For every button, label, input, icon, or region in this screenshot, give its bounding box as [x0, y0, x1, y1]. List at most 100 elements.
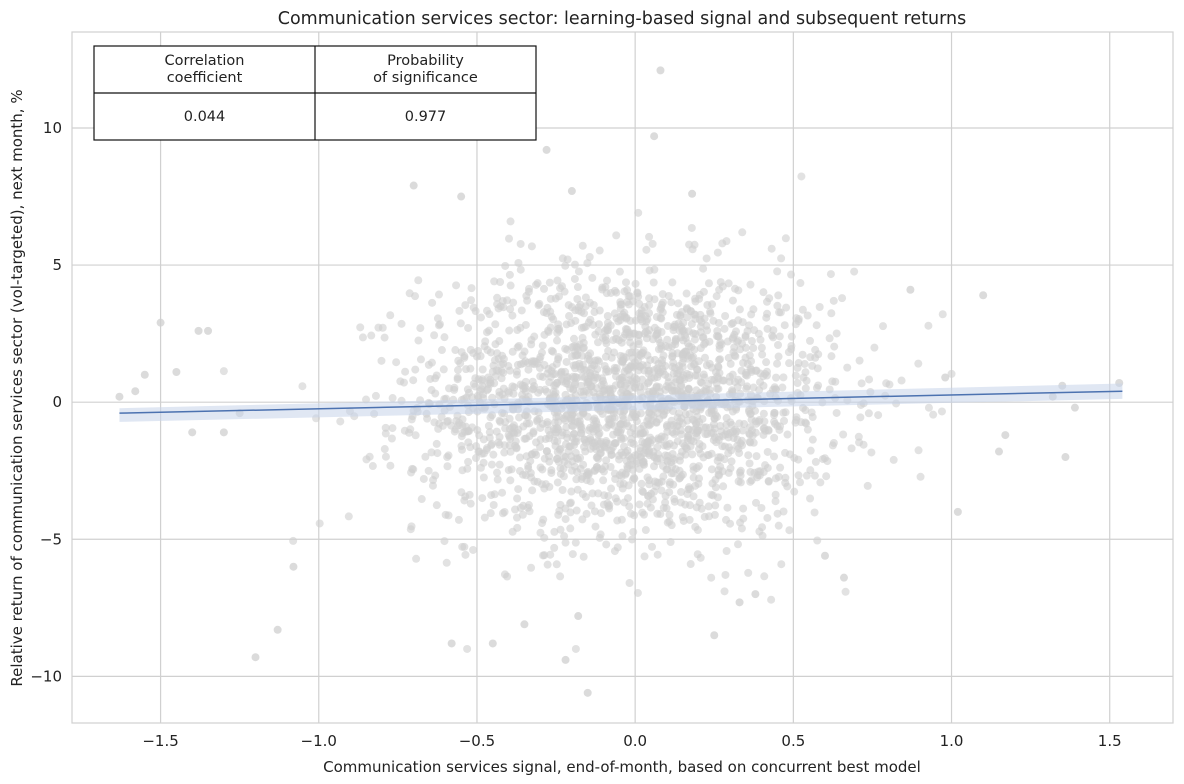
scatter-point — [707, 363, 716, 372]
scatter-point — [752, 498, 761, 507]
scatter-point — [730, 377, 739, 386]
scatter-point — [602, 423, 611, 432]
scatter-point — [727, 386, 736, 395]
scatter-point — [683, 313, 692, 322]
scatter-point — [663, 335, 672, 344]
y-tick-label: 5 — [52, 256, 62, 274]
scatter-point — [865, 375, 874, 384]
scatter-point — [775, 332, 784, 341]
scatter-point — [806, 446, 815, 455]
scatter-point — [777, 560, 786, 569]
scatter-point — [711, 501, 720, 510]
chart-title: Communication services sector: learning-… — [278, 9, 967, 29]
scatter-point — [464, 438, 473, 447]
scatter-point — [653, 550, 662, 559]
scatter-point — [483, 306, 492, 315]
scatter-point — [475, 431, 484, 440]
scatter-point — [830, 342, 839, 351]
scatter-point — [810, 471, 819, 480]
scatter-point — [712, 292, 721, 301]
scatter-point — [708, 300, 717, 309]
scatter-point — [599, 476, 608, 485]
scatter-point — [620, 367, 629, 376]
scatter-point — [734, 540, 743, 549]
scatter-point — [524, 464, 533, 473]
scatter-point — [516, 380, 525, 389]
scatter-point — [744, 451, 753, 460]
scatter-point — [735, 468, 744, 477]
regression-layer — [119, 383, 1123, 422]
scatter-point — [811, 457, 820, 466]
scatter-point — [616, 298, 625, 307]
scatter-point — [857, 379, 866, 388]
scatter-point — [757, 343, 766, 352]
scatter-point — [678, 373, 687, 382]
scatter-point — [430, 331, 439, 340]
scatter-point — [803, 425, 812, 434]
scatter-point — [453, 373, 462, 382]
scatter-point — [538, 465, 547, 474]
scatter-point — [938, 310, 947, 319]
scatter-point — [714, 453, 723, 462]
scatter-point — [780, 321, 789, 330]
x-axis-title: Communication services signal, end-of-mo… — [323, 758, 921, 776]
scatter-point — [614, 428, 623, 437]
scatter-point — [471, 454, 480, 463]
scatter-point — [464, 388, 473, 397]
scatter-point — [605, 415, 614, 424]
scatter-point — [493, 468, 502, 477]
scatter-point — [451, 346, 460, 355]
scatter-point — [589, 442, 598, 451]
scatter-point — [506, 476, 515, 485]
scatter-point — [693, 426, 702, 435]
scatter-point — [401, 367, 410, 376]
scatter-point — [778, 383, 787, 392]
scatter-point — [937, 407, 946, 416]
scatter-point — [528, 385, 537, 394]
scatter-point — [539, 284, 548, 293]
scatter-point — [499, 368, 508, 377]
scatter-point — [419, 474, 428, 483]
scatter-point — [664, 291, 673, 300]
scatter-point — [763, 324, 772, 333]
scatter-point — [486, 413, 495, 422]
scatter-point — [762, 358, 771, 367]
scatter-point — [558, 254, 567, 263]
scatter-point — [665, 478, 674, 487]
scatter-point — [657, 486, 666, 495]
scatter-point — [736, 478, 745, 487]
scatter-point — [779, 373, 788, 382]
scatter-point — [683, 339, 692, 348]
scatter-point — [513, 523, 522, 532]
scatter-point — [620, 442, 629, 451]
scatter-point — [650, 487, 659, 496]
scatter-point — [561, 655, 570, 664]
scatter-point — [796, 279, 805, 288]
scatter-point — [530, 477, 539, 486]
scatter-point — [515, 413, 524, 422]
scatter-point — [781, 448, 790, 457]
scatter-point — [579, 460, 588, 469]
scatter-point — [505, 414, 514, 423]
scatter-point — [650, 295, 659, 304]
y-tick-label: −10 — [30, 667, 62, 685]
scatter-point — [655, 387, 664, 396]
scatter-point — [490, 277, 499, 286]
scatter-point — [219, 367, 228, 376]
scatter-point — [808, 361, 817, 370]
tick-labels: −1.5 −1.0 −0.5 0.0 0.5 1.0 1.5 −10 −5 0 5 10 — [30, 119, 1121, 750]
scatter-point — [527, 563, 536, 572]
scatter-point — [416, 355, 425, 364]
scatter-point — [643, 449, 652, 458]
y-axis-title: Relative return of communication service… — [8, 89, 26, 686]
scatter-point — [684, 327, 693, 336]
scatter-point — [839, 573, 848, 582]
scatter-point — [621, 448, 630, 457]
scatter-point — [535, 299, 544, 308]
scatter-point — [457, 192, 466, 201]
scatter-point — [556, 572, 565, 581]
scatter-point — [498, 296, 507, 305]
scatter-point — [719, 482, 728, 491]
scatter-point — [336, 417, 345, 426]
scatter-point — [709, 316, 718, 325]
